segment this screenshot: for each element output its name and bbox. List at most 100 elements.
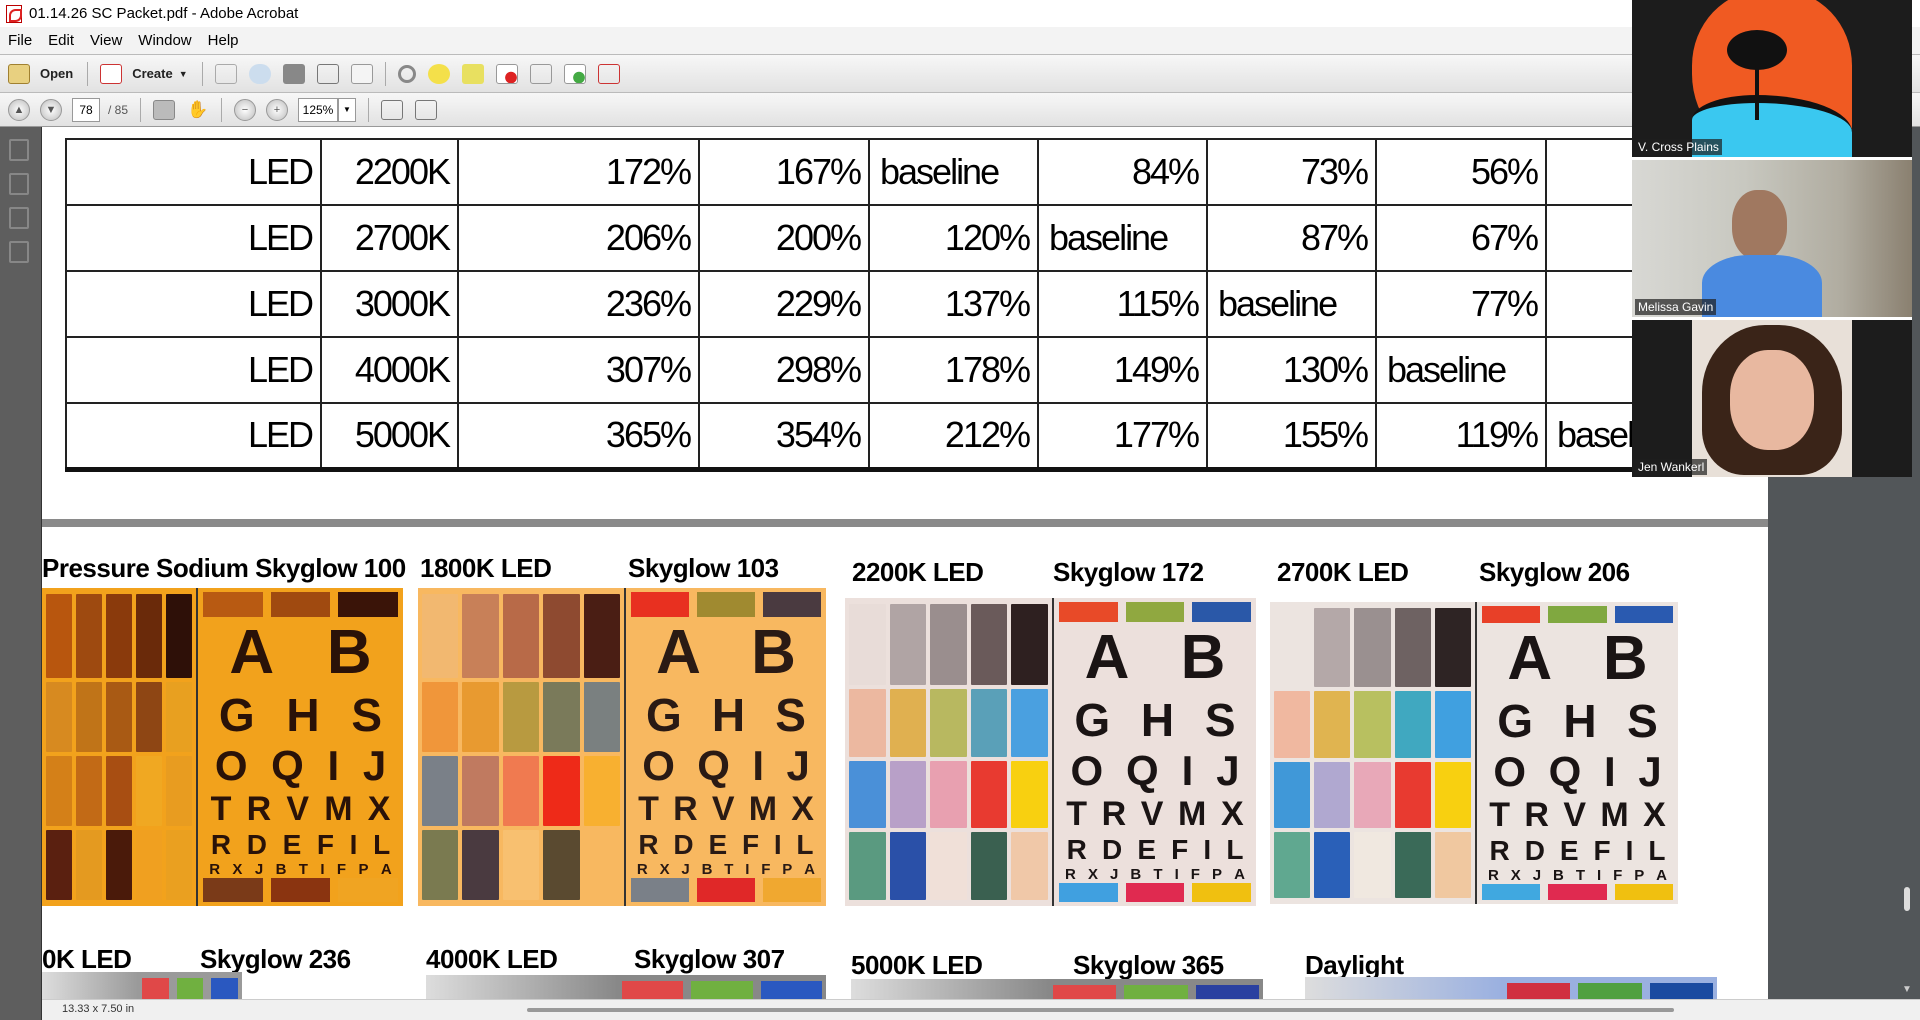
- letter: I: [1203, 833, 1212, 865]
- letter: O: [642, 741, 675, 789]
- photo-label: Skyglow 365: [1073, 950, 1224, 980]
- vertical-scrollbar[interactable]: [1904, 887, 1910, 911]
- video-tile[interactable]: Melissa Gavin: [1632, 160, 1912, 317]
- next-page-icon[interactable]: ▼: [40, 98, 62, 121]
- print-icon[interactable]: [282, 63, 305, 84]
- color-swatch: [889, 689, 927, 757]
- menu-window[interactable]: Window: [138, 32, 192, 49]
- menu-view[interactable]: View: [90, 32, 123, 49]
- letter: G: [646, 688, 682, 741]
- table-cell: 73%: [1206, 138, 1377, 206]
- letter: D: [246, 828, 267, 860]
- color-swatch: [462, 830, 499, 900]
- color-swatch: [422, 682, 459, 752]
- create-pdf-icon: [100, 63, 123, 84]
- main-toolbar: Open Create ▼: [0, 54, 1920, 92]
- delete-page-icon[interactable]: [495, 63, 518, 84]
- letter: H: [286, 688, 320, 741]
- letter: D: [1524, 834, 1545, 866]
- page-thumbnails-icon[interactable]: [9, 139, 29, 161]
- export-icon[interactable]: [563, 63, 586, 84]
- color-swatch: [1434, 691, 1471, 758]
- photo-label: Skyglow 103: [628, 553, 779, 583]
- video-tile[interactable]: V. Cross Plains: [1632, 0, 1912, 157]
- full-screen-icon[interactable]: [415, 99, 438, 120]
- letter: A: [1507, 623, 1553, 693]
- letter: Q: [697, 741, 730, 789]
- video-tile[interactable]: Jen Wankerl: [1632, 320, 1912, 477]
- letter: J: [254, 860, 264, 878]
- cloud-upload-icon[interactable]: [248, 63, 271, 84]
- zoom-in-icon[interactable]: +: [266, 98, 289, 121]
- color-swatch: [930, 760, 967, 829]
- highlight-icon[interactable]: [461, 63, 484, 84]
- menu-help[interactable]: Help: [207, 32, 239, 49]
- top-swatches: [631, 592, 821, 617]
- create-button[interactable]: Create ▼: [100, 63, 188, 84]
- table-cell: LED: [65, 336, 322, 404]
- menu-file[interactable]: File: [8, 32, 33, 49]
- letter: S: [775, 688, 806, 741]
- letter: I: [327, 741, 340, 789]
- letter: R: [673, 789, 698, 828]
- gray-strip: [1305, 977, 1503, 999]
- letter: X: [1220, 794, 1244, 833]
- zoom-out-icon[interactable]: −: [234, 98, 257, 121]
- color-swatch: [763, 592, 821, 617]
- open-button[interactable]: Open: [8, 63, 73, 84]
- select-cursor-icon[interactable]: [153, 99, 176, 120]
- horizontal-scrollbar[interactable]: [527, 1008, 1674, 1012]
- save-icon[interactable]: [214, 63, 237, 84]
- zoom-dropdown-icon[interactable]: ▼: [338, 97, 357, 122]
- scroll-down-icon[interactable]: ▼: [1902, 984, 1912, 995]
- page-number-input[interactable]: 78: [72, 97, 100, 122]
- search-document-icon[interactable]: [529, 63, 552, 84]
- attachments-icon[interactable]: [9, 207, 29, 229]
- letter: P: [358, 860, 369, 878]
- bookmarks-icon[interactable]: [9, 173, 29, 195]
- color-swatch: [930, 689, 967, 757]
- hand-tool-icon[interactable]: ✋: [187, 99, 209, 119]
- color-swatch: [76, 830, 102, 900]
- color-swatch: [697, 877, 755, 902]
- photo-label: Skyglow 307: [634, 944, 785, 974]
- zoom-level-input[interactable]: 125%: [298, 97, 339, 122]
- previous-page-icon[interactable]: ▲: [8, 98, 30, 121]
- letter: M: [1600, 795, 1629, 834]
- color-swatch: [889, 604, 927, 686]
- participant-name: V. Cross Plains: [1635, 139, 1722, 155]
- color-swatch: [76, 756, 102, 826]
- create-label: Create: [132, 66, 173, 81]
- letter: J: [1532, 866, 1542, 884]
- email-icon[interactable]: [350, 63, 373, 84]
- letter: T: [1489, 795, 1510, 834]
- letter: G: [1074, 693, 1111, 746]
- signatures-icon[interactable]: [9, 241, 29, 263]
- color-swatch: [1192, 882, 1251, 902]
- sign-icon[interactable]: [597, 63, 620, 84]
- table-row: LED 4000K 307% 298% 178% 149% 130% baseline: [65, 336, 1717, 404]
- edit-icon[interactable]: [316, 63, 339, 84]
- letter: G: [218, 688, 255, 741]
- letter: B: [751, 617, 796, 687]
- bottom-swatches: [1059, 882, 1251, 902]
- color-swatch: [1482, 606, 1541, 623]
- comment-icon[interactable]: [427, 63, 450, 84]
- gear-icon[interactable]: [397, 64, 416, 83]
- menu-edit[interactable]: Edit: [48, 32, 75, 49]
- gray-strip: [851, 979, 1049, 999]
- letter: H: [1563, 694, 1597, 747]
- fit-page-icon[interactable]: [381, 99, 404, 120]
- letter: R: [1524, 795, 1549, 834]
- page-total: / 85: [108, 102, 129, 117]
- color-swatch: [166, 756, 192, 826]
- table-cell: 3000K: [320, 270, 459, 338]
- color-swatch: [691, 981, 753, 999]
